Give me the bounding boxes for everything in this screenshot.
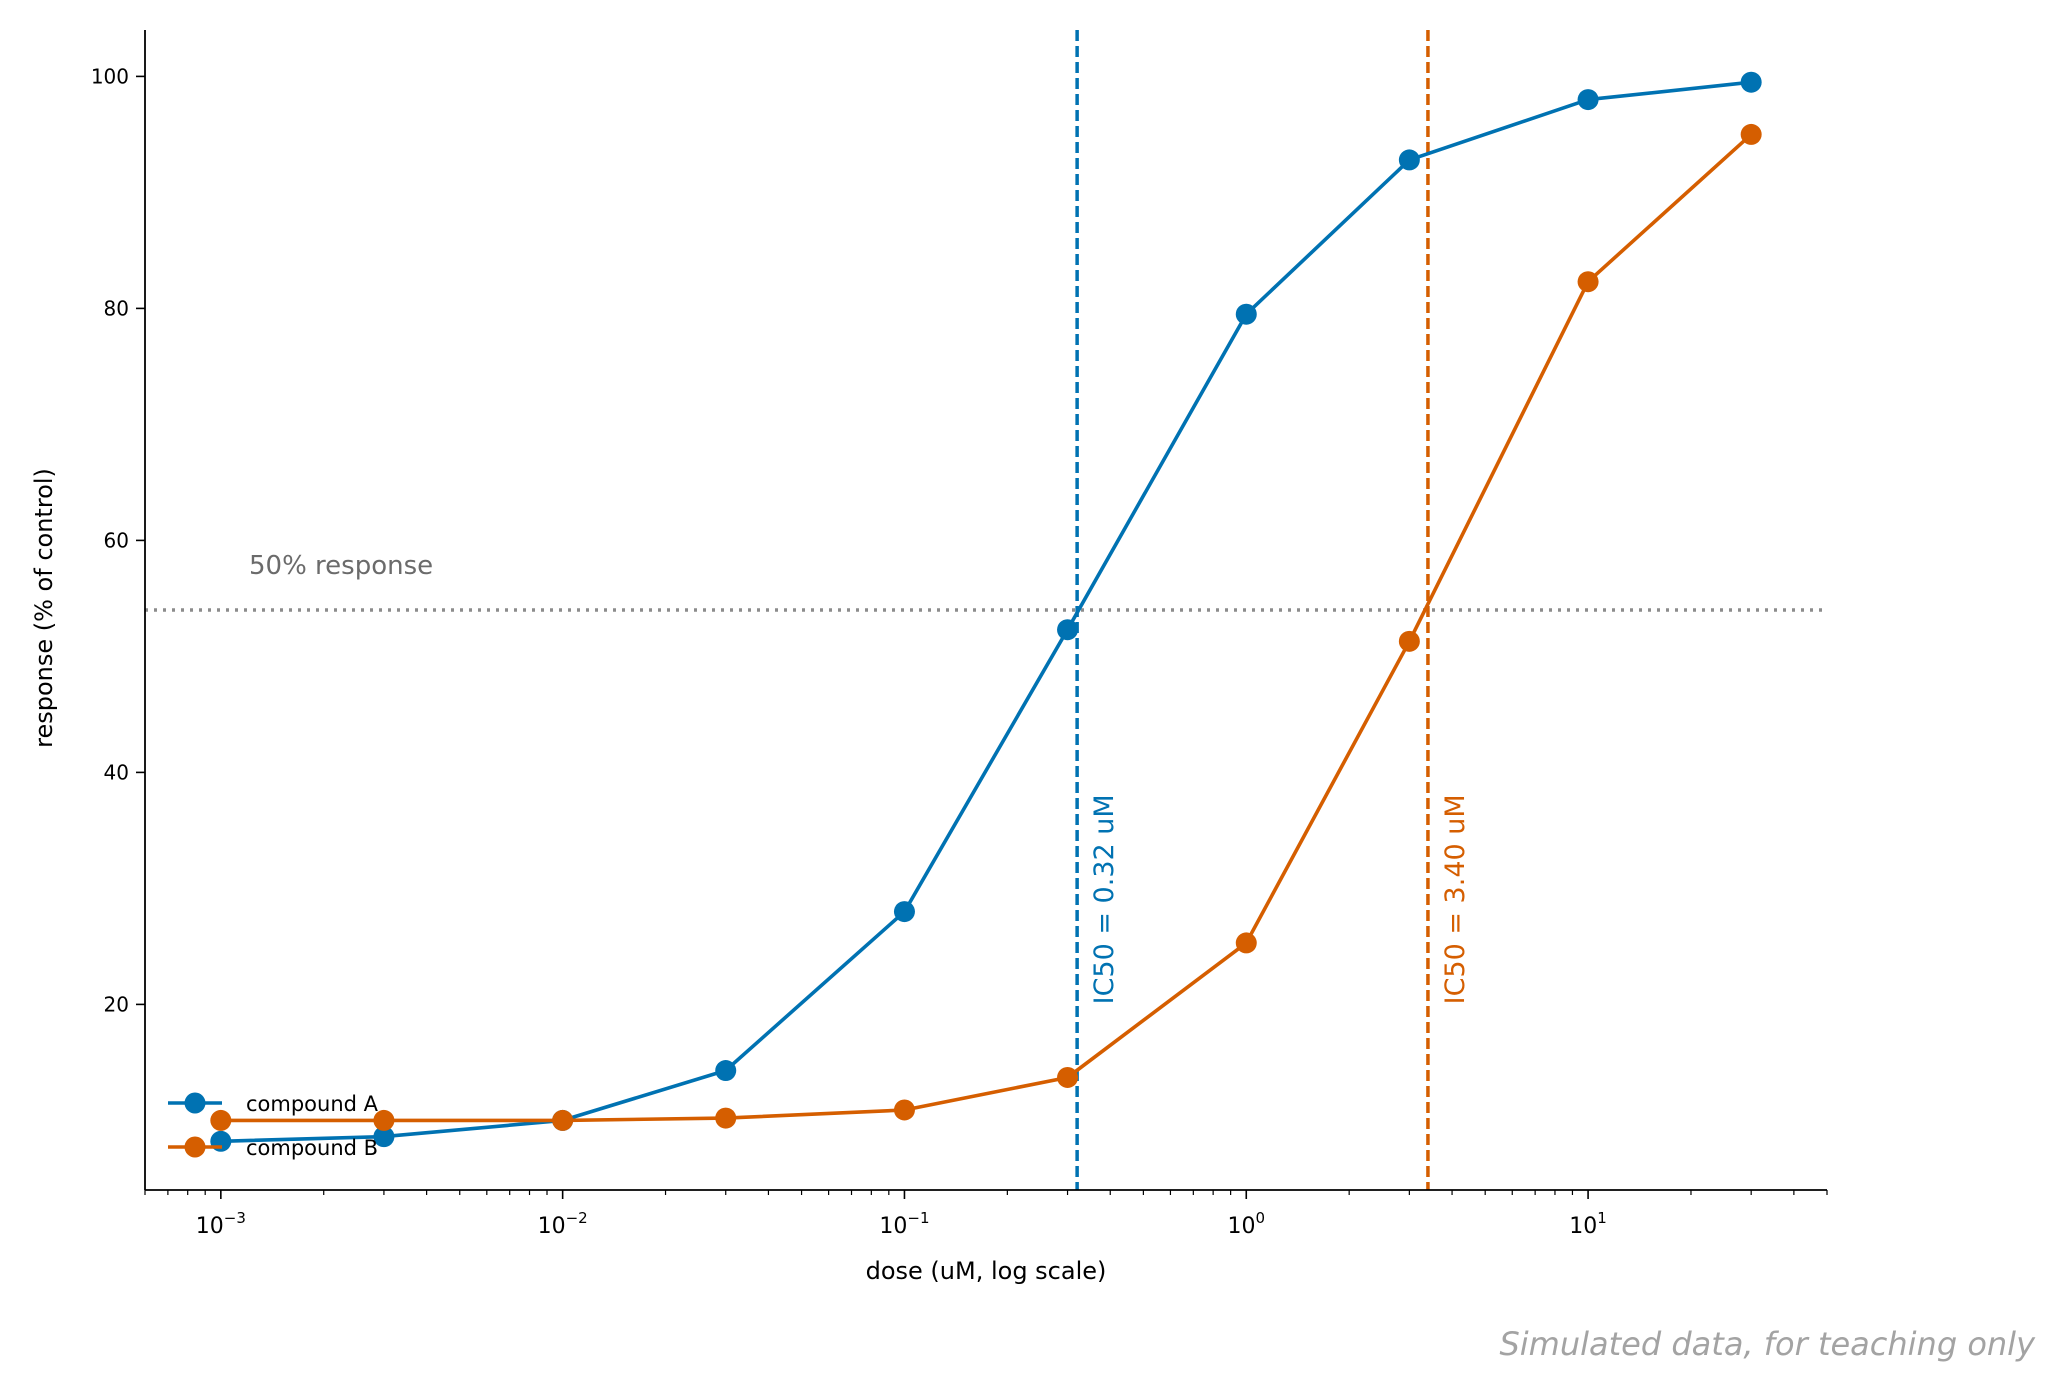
data-point-2-4 (715, 1107, 737, 1129)
data-point-1-2 (373, 1126, 395, 1148)
plot-area: 50% response IC50 = 0.32 uM IC50 = 3.40 uM (145, 30, 1827, 1190)
x-tick-label: 10−1 (879, 1209, 929, 1239)
x-tick-label: 100 (1227, 1209, 1265, 1239)
series-line-1 (220, 80, 1752, 1144)
y-axis-label: response (% of control) (30, 468, 58, 748)
x-axis-label: dose (uM, log scale) (866, 1257, 1107, 1285)
ic50-label-2: IC50 = 3.40 uM (1440, 794, 1471, 1004)
data-point-2-3 (552, 1109, 574, 1131)
x-tick-label: 10−2 (538, 1209, 588, 1239)
data-point-2-1 (210, 1109, 232, 1131)
data-point-1-8 (1398, 149, 1420, 171)
legend-marker-1 (184, 1092, 206, 1114)
data-point-1-9 (1577, 89, 1599, 111)
footer-note: Simulated data, for teaching only (1499, 1325, 2035, 1363)
y-tick-label: 60 (104, 528, 129, 552)
y-tick-label: 20 (104, 992, 129, 1016)
legend-label-1: compound A (246, 1092, 379, 1116)
reference-line-label: 50% response (249, 551, 433, 581)
data-point-2-10 (1740, 123, 1762, 145)
data-point-2-9 (1577, 271, 1599, 293)
data-point-2-7 (1235, 932, 1257, 954)
legend-label-2: compound B (246, 1136, 378, 1160)
data-point-2-6 (1057, 1066, 1079, 1088)
y-tick-label: 100 (91, 64, 129, 88)
axes: 20 40 60 80 100 10−3 10−2 10−1 100 101 (91, 30, 1828, 1239)
series-line-2 (220, 133, 1753, 1123)
y-tick-label: 40 (104, 760, 129, 784)
legend: compound A compound B (168, 1092, 379, 1160)
data-point-2-5 (893, 1099, 915, 1121)
data-point-2-2 (373, 1109, 395, 1131)
y-tick-label: 80 (104, 296, 129, 320)
data-point-1-4 (715, 1060, 737, 1082)
legend-marker-2 (184, 1136, 206, 1158)
x-tick-label: 101 (1569, 1209, 1607, 1239)
x-tick-label: 10−3 (196, 1209, 246, 1239)
ic50-label-1: IC50 = 0.32 uM (1089, 794, 1120, 1004)
data-point-1-6 (1057, 619, 1079, 641)
data-point-1-10 (1740, 71, 1762, 93)
data-point-1-5 (893, 901, 915, 923)
data-point-2-8 (1398, 630, 1420, 652)
data-point-1-7 (1235, 303, 1257, 325)
